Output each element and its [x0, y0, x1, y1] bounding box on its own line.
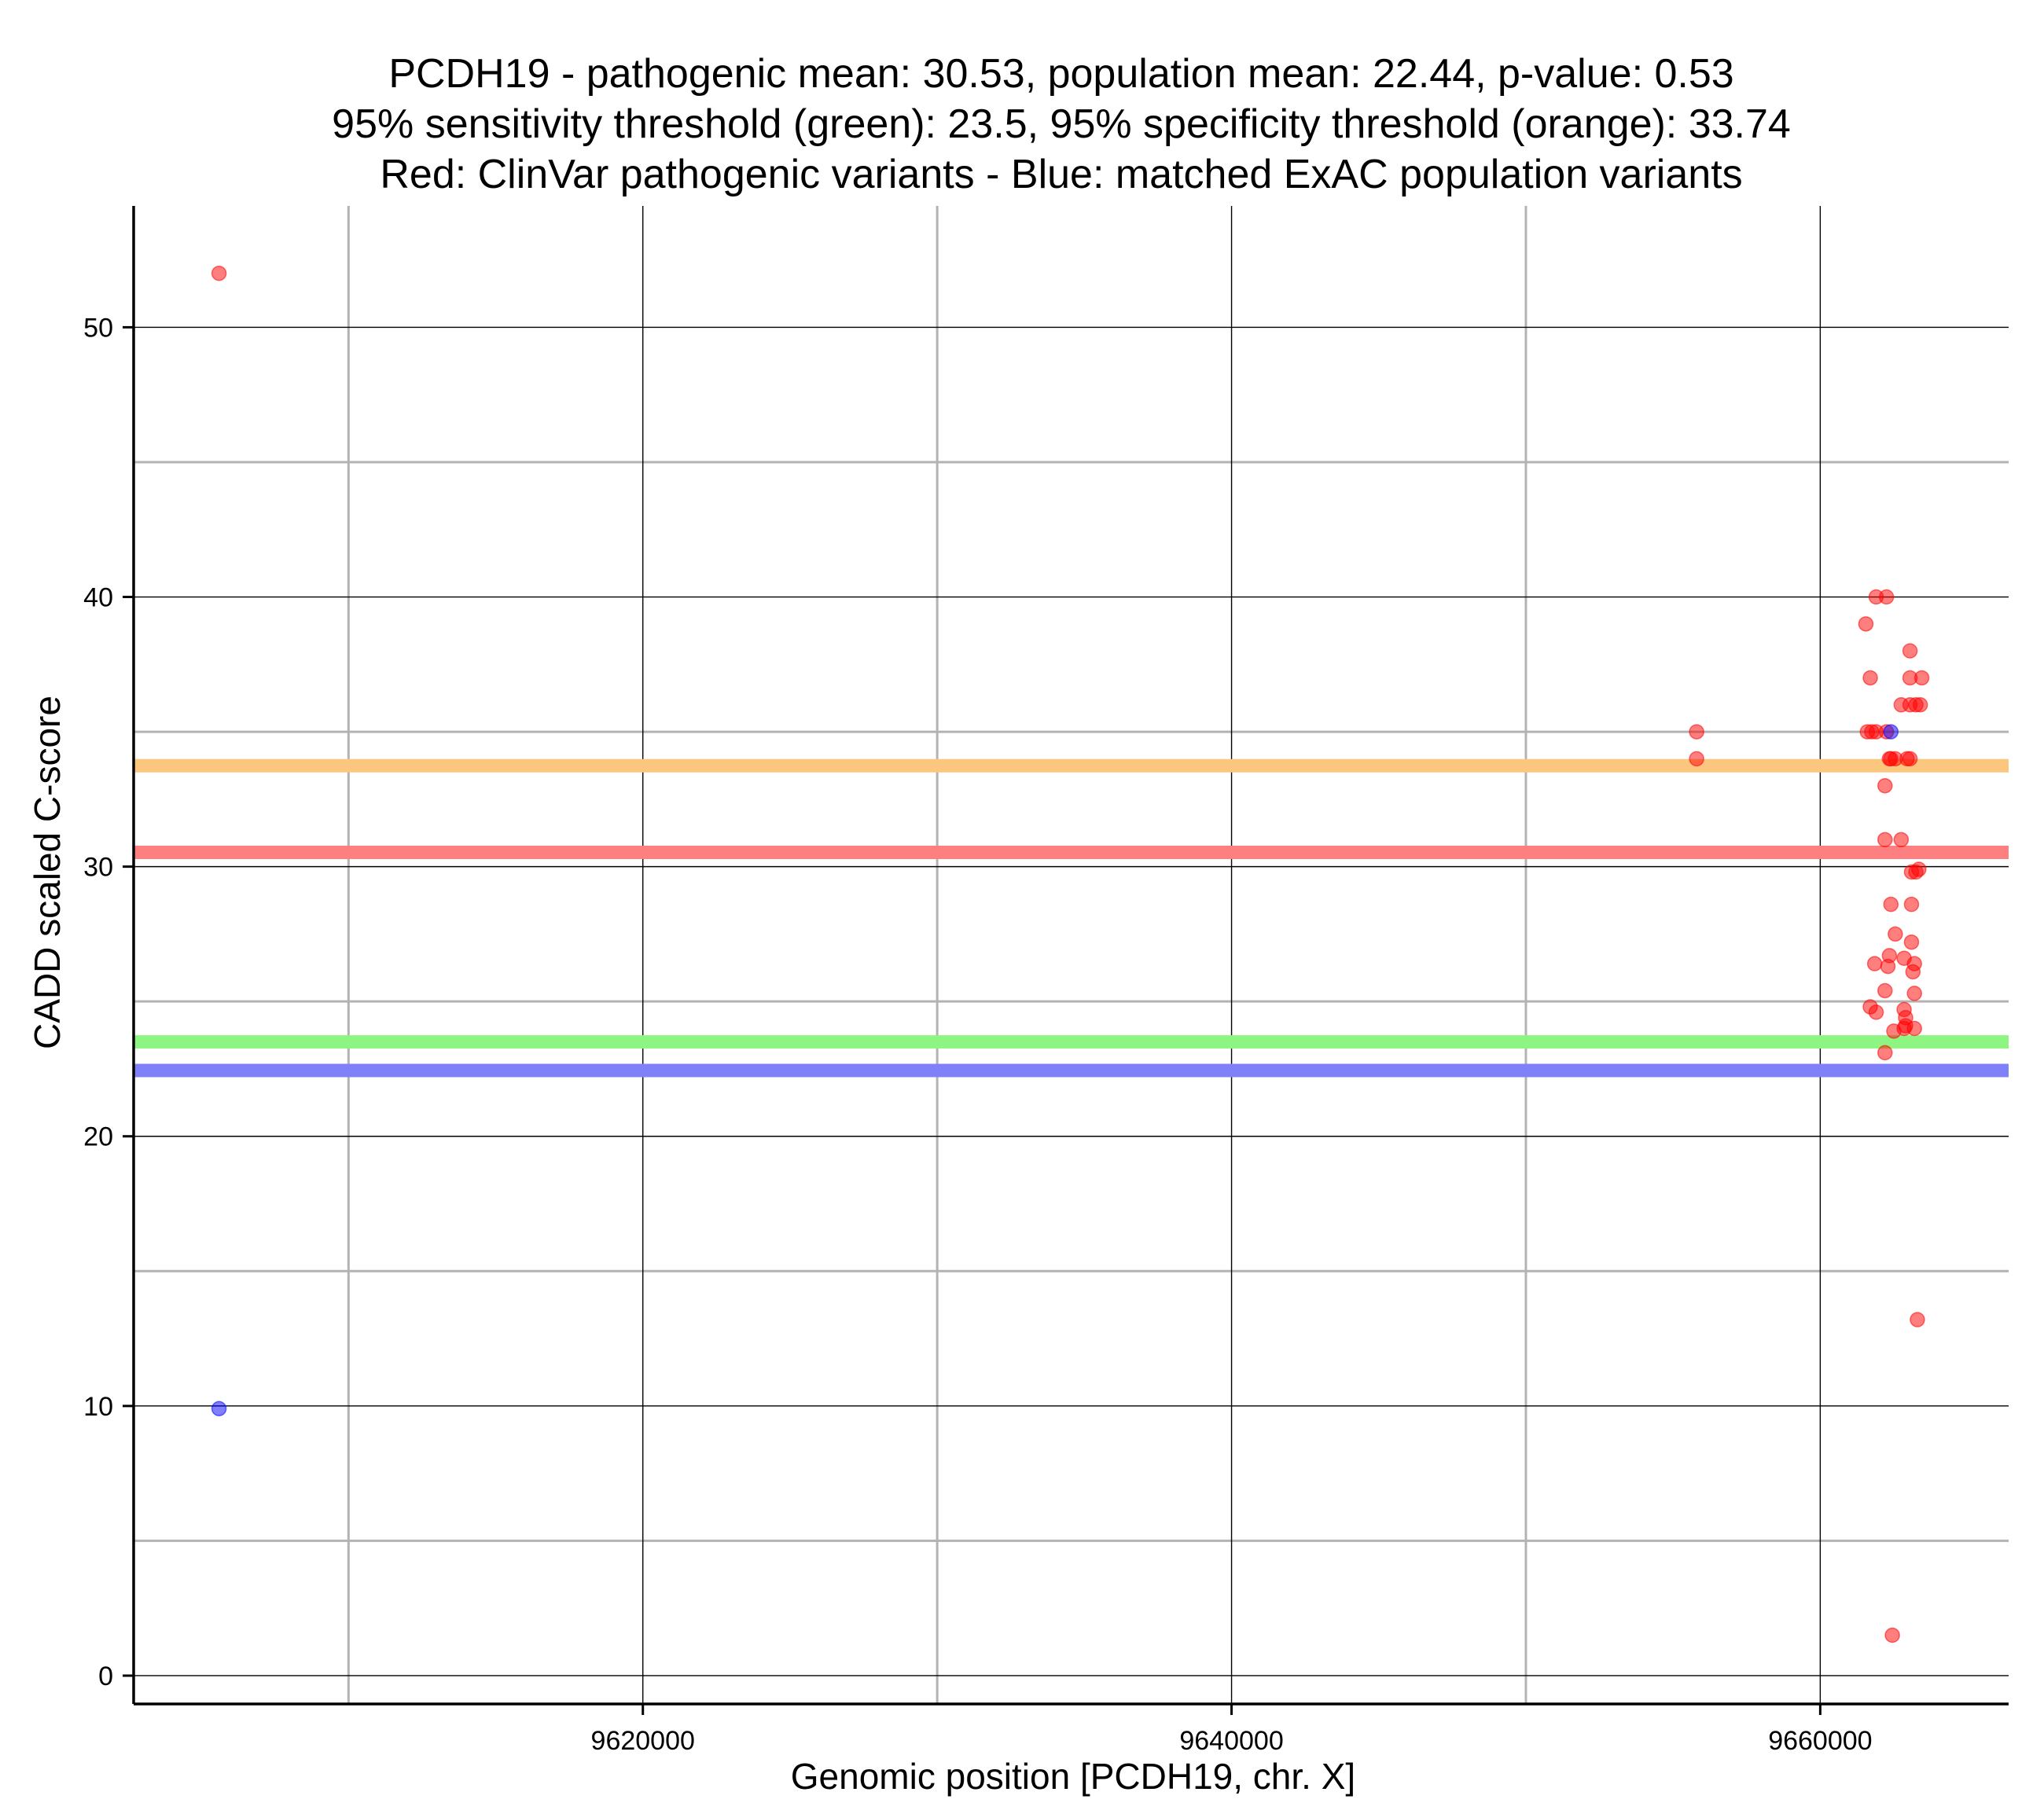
pathogenic-variant-point: [1902, 643, 1918, 659]
major-gridlines: [134, 206, 2009, 1704]
pathogenic-variant-point: [1903, 896, 1920, 913]
pathogenic-variant-point: [1911, 861, 1927, 877]
x-tick-label: 9640000: [1179, 1726, 1283, 1756]
pathogenic-variant-point: [1866, 956, 1883, 971]
chart-title: PCDH19 - pathogenic mean: 30.53, populat…: [0, 49, 2044, 200]
pathogenic-variant-point: [1886, 1023, 1902, 1039]
axes: [123, 206, 2009, 1715]
pathogenic-variant-point: [1883, 896, 1899, 913]
pathogenic-variant-point: [1877, 1045, 1893, 1061]
pathogenic-variant-point: [1888, 926, 1903, 942]
pathogenic-variant-point: [1902, 751, 1918, 767]
pathogenic-variant-point: [1905, 964, 1921, 980]
tick-labels: 0 10 20 30 40 50 9620000 9640000 9660000: [83, 313, 1872, 1756]
pathogenic-variant-point: [1868, 1004, 1884, 1020]
pathogenic-variant-point: [1877, 982, 1893, 999]
data-points: [211, 266, 1930, 1643]
pathogenic-variant-point: [1903, 934, 1920, 950]
y-tick-label: 20: [83, 1122, 113, 1152]
pathogenic-variant-point: [1862, 670, 1878, 686]
pathogenic-variant-point: [1884, 1627, 1900, 1643]
y-tick-label: 10: [83, 1392, 113, 1422]
y-axis-title: CADD scaled C-score: [27, 696, 68, 1049]
pathogenic-variant-point: [1893, 832, 1910, 848]
title-line-1: PCDH19 - pathogenic mean: 30.53, populat…: [388, 51, 1734, 97]
pathogenic-variant-point: [1878, 589, 1895, 605]
y-tick-label: 0: [98, 1662, 113, 1691]
pathogenic-variant-point: [1906, 1020, 1922, 1037]
pathogenic-variant-point: [1877, 777, 1893, 794]
population-variant-point: [1883, 724, 1899, 740]
pathogenic-variant-point: [1689, 724, 1704, 740]
population-variant-point: [211, 1401, 227, 1417]
y-tick-label: 30: [83, 853, 113, 883]
y-tick-label: 40: [83, 583, 113, 613]
pathogenic-variant-point: [1910, 1312, 1925, 1327]
x-axis-title: Genomic position [PCDH19, chr. X]: [791, 1756, 1355, 1797]
pathogenic-variant-point: [1912, 697, 1928, 713]
x-tick-label: 9660000: [1768, 1726, 1872, 1756]
pathogenic-variant-point: [1880, 958, 1896, 975]
title-line-2: 95% sensitivity threshold (green): 23.5,…: [332, 101, 1791, 147]
pathogenic-variant-point: [1689, 751, 1704, 767]
pathogenic-variant-point: [1877, 832, 1893, 848]
reference-lines: [134, 758, 2009, 1078]
x-tick-label: 9620000: [591, 1726, 695, 1756]
pathogenic-variant-point: [1906, 986, 1922, 1001]
pathogenic-variant-point: [1913, 670, 1930, 686]
minor-gridlines: [134, 206, 2009, 1704]
title-line-3: Red: ClinVar pathogenic variants - Blue:…: [380, 152, 1743, 197]
pathogenic-variant-point: [1858, 616, 1874, 632]
pathogenic-variant-point: [211, 266, 227, 281]
y-tick-label: 50: [83, 313, 113, 343]
